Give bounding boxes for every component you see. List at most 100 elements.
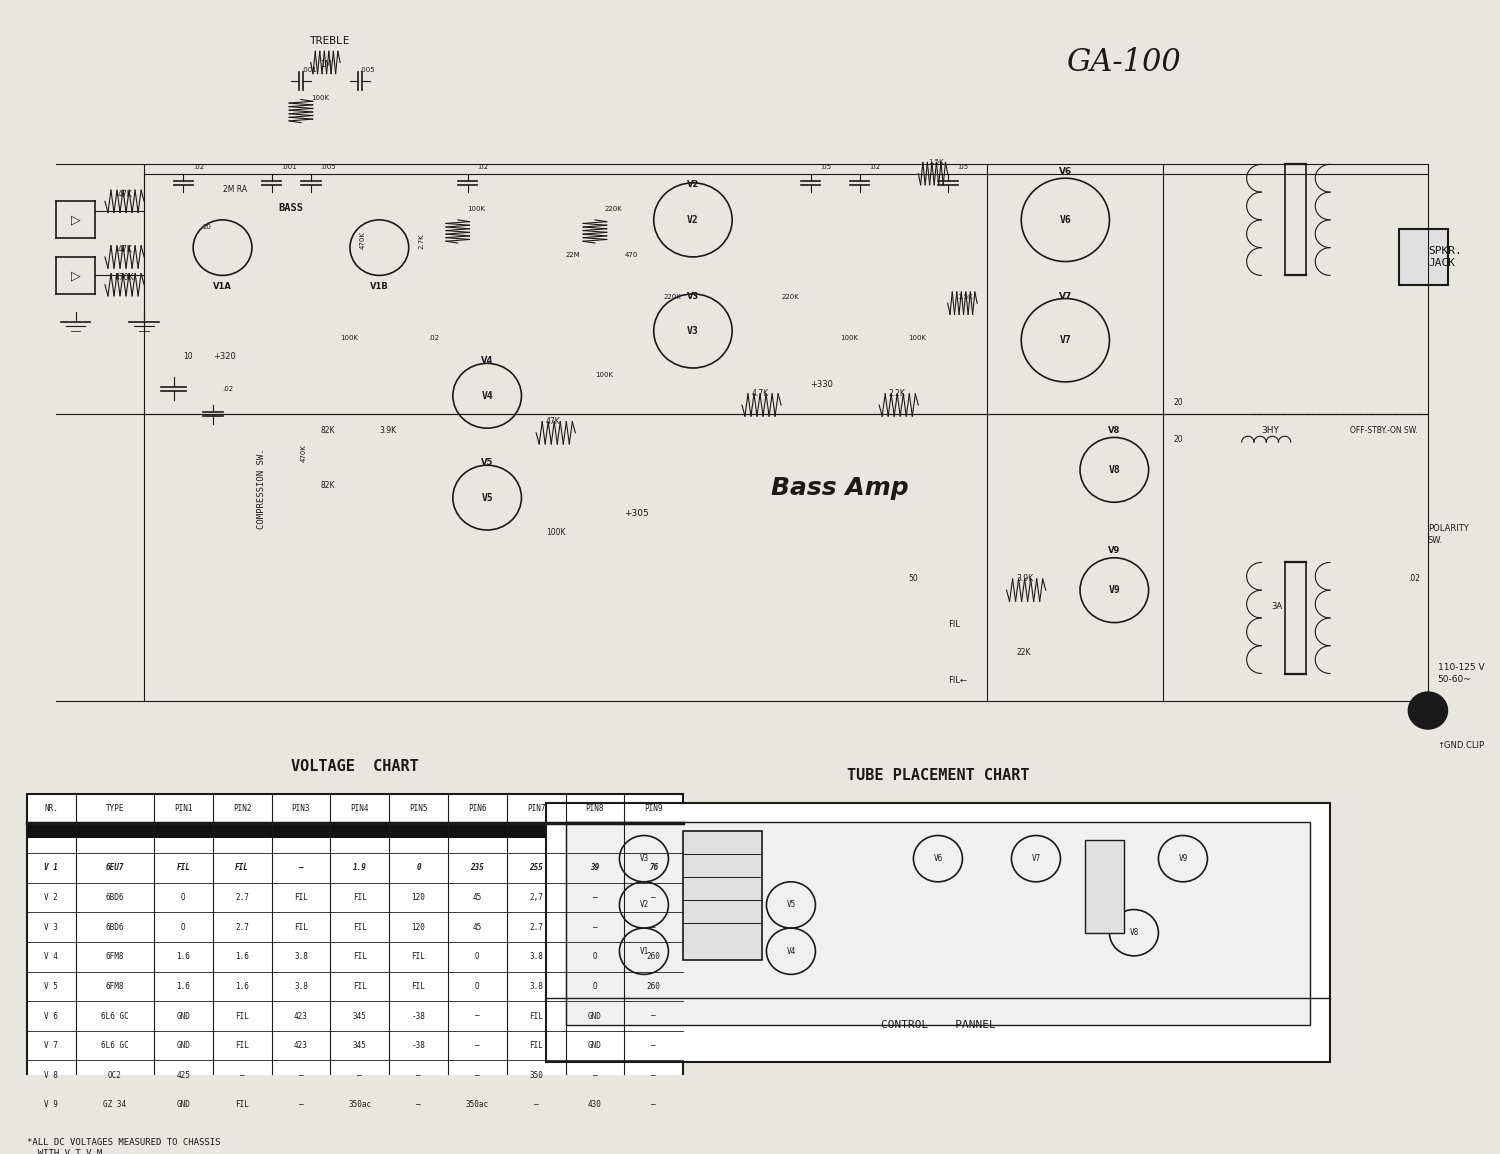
Text: .001: .001 <box>282 164 297 170</box>
Text: PIN5: PIN5 <box>410 804 428 814</box>
Text: .02: .02 <box>222 387 234 392</box>
Text: FIL: FIL <box>352 982 366 991</box>
Text: V9: V9 <box>1108 585 1120 595</box>
Text: FIL: FIL <box>236 863 249 872</box>
Text: GND: GND <box>177 1101 190 1109</box>
Text: FIL: FIL <box>294 923 307 931</box>
Text: 20: 20 <box>1173 435 1184 444</box>
Text: 6BD6: 6BD6 <box>105 923 125 931</box>
Text: .02: .02 <box>870 164 880 170</box>
Text: 470K: 470K <box>360 231 366 248</box>
Text: 39: 39 <box>591 863 600 872</box>
Text: V3: V3 <box>639 854 648 863</box>
Text: PIN1: PIN1 <box>174 804 192 814</box>
Text: 2,7: 2,7 <box>530 893 543 902</box>
Text: FIL: FIL <box>948 620 960 629</box>
Text: TREBLE: TREBLE <box>310 36 351 46</box>
Text: 47K: 47K <box>117 189 132 198</box>
Text: PIN2: PIN2 <box>232 804 252 814</box>
Text: —: — <box>416 1071 422 1080</box>
Text: .005: .005 <box>360 67 375 73</box>
Text: V3: V3 <box>687 325 699 336</box>
Text: 76: 76 <box>650 863 658 872</box>
Text: TYPE: TYPE <box>105 804 125 814</box>
Text: V8: V8 <box>1108 465 1120 474</box>
Text: ▷: ▷ <box>70 269 81 282</box>
Text: GND: GND <box>177 1012 190 1020</box>
Text: 110-125 V
50-60~: 110-125 V 50-60~ <box>1437 662 1485 684</box>
Text: FIL: FIL <box>177 863 190 872</box>
Text: 470K: 470K <box>114 273 135 282</box>
Text: ↑GND.CLIP: ↑GND.CLIP <box>1437 741 1485 750</box>
Bar <box>1084 840 1124 932</box>
Text: -38: -38 <box>411 1041 426 1050</box>
Text: O: O <box>476 982 480 991</box>
Text: 1.6: 1.6 <box>177 952 190 961</box>
Text: 2.7: 2.7 <box>236 893 249 902</box>
Text: —: — <box>651 1041 656 1050</box>
Text: —: — <box>298 863 303 872</box>
Text: O: O <box>592 982 597 991</box>
FancyBboxPatch shape <box>12 12 1472 1067</box>
Text: FIL←: FIL← <box>948 676 966 684</box>
Text: +330: +330 <box>810 380 834 389</box>
Text: 45: 45 <box>472 923 482 931</box>
Text: FIL: FIL <box>294 893 307 902</box>
Text: .005: .005 <box>321 164 336 170</box>
Text: 1M: 1M <box>320 60 332 69</box>
Text: V1B: V1B <box>370 283 388 291</box>
Text: O: O <box>592 952 597 961</box>
Text: 2.7: 2.7 <box>236 923 249 931</box>
Text: O: O <box>182 923 186 931</box>
Text: 430: 430 <box>588 1101 602 1109</box>
Text: OFF-STBY.-ON SW.: OFF-STBY.-ON SW. <box>1350 426 1418 435</box>
Text: .05: .05 <box>821 164 831 170</box>
Text: 235: 235 <box>471 863 484 872</box>
Text: 4.7K: 4.7K <box>752 389 770 398</box>
Bar <box>27 794 682 1119</box>
Text: .02: .02 <box>194 164 204 170</box>
Text: 1.6: 1.6 <box>177 982 190 991</box>
Text: 2.7K: 2.7K <box>419 233 424 248</box>
Text: V8: V8 <box>1108 426 1120 435</box>
Text: 1.9: 1.9 <box>352 863 366 872</box>
Text: 100K: 100K <box>546 527 566 537</box>
Text: OC2: OC2 <box>108 1071 122 1080</box>
Text: FIL: FIL <box>236 1101 249 1109</box>
Text: V6: V6 <box>933 854 942 863</box>
Text: V9: V9 <box>1108 546 1120 555</box>
Text: V 9: V 9 <box>44 1101 58 1109</box>
Text: 423: 423 <box>294 1041 307 1050</box>
Text: V5: V5 <box>786 900 795 909</box>
Bar <box>566 822 1311 1025</box>
Text: 260: 260 <box>646 952 660 961</box>
Text: V6: V6 <box>1059 166 1072 175</box>
Text: V4: V4 <box>482 357 494 366</box>
Text: V 8: V 8 <box>44 1071 58 1080</box>
Text: FIL: FIL <box>530 1041 543 1050</box>
Text: —: — <box>476 1041 480 1050</box>
Text: 350ac: 350ac <box>348 1101 372 1109</box>
Text: GND: GND <box>588 1041 602 1050</box>
Text: 2.2K: 2.2K <box>890 389 906 398</box>
Text: 3HY: 3HY <box>1262 426 1280 435</box>
Circle shape <box>1408 692 1448 729</box>
Text: 3.9K: 3.9K <box>380 426 396 435</box>
Text: PIN8: PIN8 <box>585 804 604 814</box>
Text: 470: 470 <box>624 252 638 257</box>
Text: PIN3: PIN3 <box>291 804 310 814</box>
Text: 260: 260 <box>646 982 660 991</box>
Text: 470K: 470K <box>302 443 307 462</box>
Text: V8: V8 <box>1130 928 1138 937</box>
Text: SPKR.
JACK: SPKR. JACK <box>1428 246 1461 268</box>
Text: 220K: 220K <box>604 205 622 211</box>
Text: 100K: 100K <box>468 205 486 211</box>
Text: 220K: 220K <box>782 293 800 300</box>
Text: V 2: V 2 <box>44 893 58 902</box>
Text: ▷: ▷ <box>70 213 81 226</box>
Text: .001: .001 <box>302 67 316 73</box>
Text: TUBE PLACEMENT CHART: TUBE PLACEMENT CHART <box>846 767 1029 782</box>
Text: FIL: FIL <box>236 1012 249 1020</box>
Text: V 5: V 5 <box>44 982 58 991</box>
Text: V 3: V 3 <box>44 923 58 931</box>
